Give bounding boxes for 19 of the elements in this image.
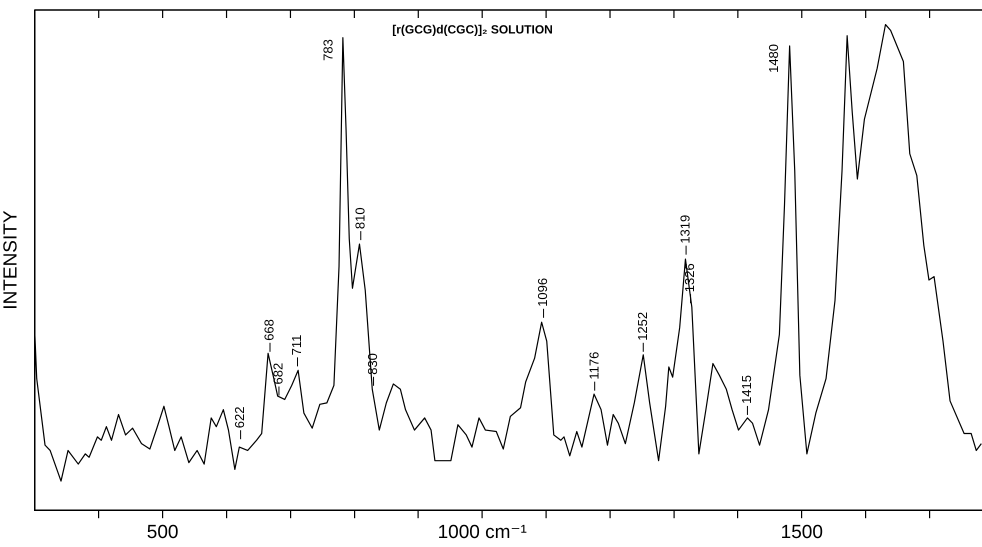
annotation: 1480	[766, 44, 782, 73]
x-tick-label: 500	[146, 522, 178, 543]
annotation: 1176	[586, 352, 602, 380]
annotation: 810	[352, 207, 368, 230]
x-tick-label: 1500	[780, 522, 823, 543]
annotation: 783	[320, 39, 336, 61]
chart-title: [r(GCG)d(CGC)]₂ SOLUTION	[392, 22, 553, 36]
y-axis-title: INTENSITY	[0, 210, 22, 310]
annotation: 682	[270, 362, 286, 385]
annotation: 1252	[634, 312, 650, 341]
annotation: 622	[232, 406, 248, 428]
annotation: 1319	[678, 214, 693, 244]
annotation: 668	[262, 319, 277, 341]
annotation: 830	[365, 353, 380, 375]
annotation: 711	[289, 334, 304, 356]
annotation: 1326	[682, 263, 698, 292]
annotation: 1096	[535, 278, 550, 307]
x-tick-label: 1000 cm⁻¹	[438, 522, 527, 543]
annotation: 1415	[739, 375, 754, 404]
